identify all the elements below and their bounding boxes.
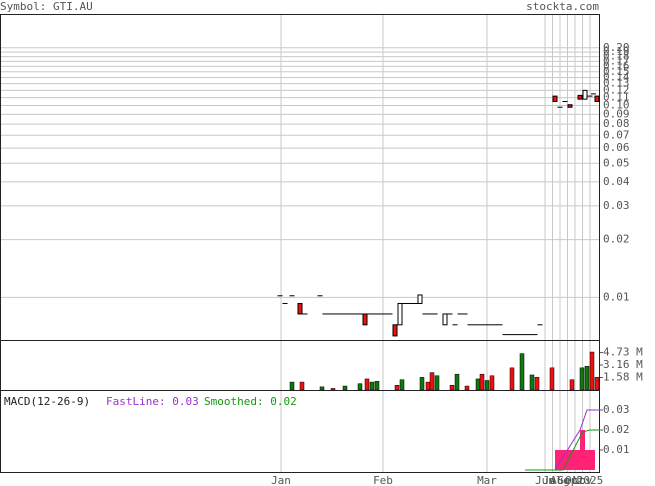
volume-bar [475, 378, 481, 391]
volume-bar [369, 381, 375, 391]
x-tick-label: 2025 [577, 474, 604, 486]
y-tick-label: 0.10 [603, 99, 630, 112]
candle [567, 104, 573, 108]
volume-bar [394, 385, 400, 391]
x-tick-label: Jun [535, 474, 555, 486]
y-tick-label: 0.07 [603, 128, 630, 141]
x-tick-label: Aug [550, 474, 570, 486]
y-tick-label: 1.58 M [603, 371, 643, 384]
y-tick-label: 0.02 [603, 423, 630, 436]
panel-frame [0, 14, 600, 341]
volume-bar [454, 373, 460, 391]
candle [417, 294, 423, 304]
candle [577, 94, 583, 100]
volume-bar [534, 377, 540, 391]
y-tick-label: 0.09 [603, 107, 630, 120]
y-tick-label: 0.14 [603, 71, 630, 84]
x-tick-label: Sep [558, 474, 578, 486]
candle [397, 302, 403, 326]
y-tick-label: 0.17 [603, 54, 630, 67]
histogram-bar [565, 450, 570, 470]
y-tick-label: 0.01 [603, 290, 630, 303]
histogram-bar [580, 430, 585, 470]
macd-line [525, 429, 600, 471]
volume-bar [419, 377, 425, 391]
histogram-bar [590, 450, 595, 470]
y-tick-label: 0.01 [603, 443, 630, 456]
x-tick-label: Jan [271, 474, 291, 486]
volume-bar [529, 374, 535, 391]
candle [362, 313, 368, 326]
candle [392, 324, 398, 337]
y-tick-label: 0.16 [603, 59, 630, 72]
volume-bar [342, 385, 348, 391]
histogram-bar [570, 450, 575, 470]
volume-bar [399, 379, 405, 391]
candle [297, 302, 303, 315]
y-tick-label: 0.02 [603, 233, 630, 246]
volume-bar [425, 381, 431, 391]
symbol: Symbol: GTI.AU [0, 0, 93, 13]
candle [552, 95, 558, 102]
volume-bar [589, 351, 595, 391]
y-tick-label: 0.05 [603, 156, 630, 169]
legend-entry: Smoothed: 0.02 [204, 395, 297, 408]
volume-bar [549, 367, 555, 391]
histogram-bar [575, 450, 580, 470]
histogram-bar [585, 450, 590, 470]
volume-bar [429, 372, 435, 391]
y-tick-label: 0.06 [603, 141, 630, 154]
volume-bar [330, 388, 336, 391]
volume-bar [519, 353, 525, 391]
x-tick-label: Feb [373, 474, 393, 486]
volume-bar [357, 383, 363, 391]
volume-bar [319, 386, 325, 391]
volume-bar [594, 377, 600, 391]
volume-bar [449, 385, 455, 391]
volume-bar [509, 367, 515, 391]
y-tick-label: 0.13 [603, 77, 630, 90]
volume-bar [289, 381, 295, 391]
y-tick-label: 0.15 [603, 65, 630, 78]
candle [582, 89, 588, 100]
volume-bar [434, 375, 440, 391]
histogram-bar [555, 450, 560, 470]
x-tick-label: Nov [573, 474, 593, 486]
volume-bar [479, 373, 485, 391]
volume-bar [464, 385, 470, 391]
histogram-bar [560, 450, 565, 470]
volume-bar [569, 379, 575, 391]
candle [594, 95, 600, 102]
x-tick-label: Jul [543, 474, 563, 486]
volume-bar [484, 380, 490, 391]
x-tick-label: Oct [565, 474, 585, 486]
y-tick-label: 0.03 [603, 403, 630, 416]
y-tick-label: 0.03 [603, 199, 630, 212]
y-tick-label: 0.11 [603, 91, 630, 104]
volume-bar [584, 366, 590, 391]
y-tick-label: 0.08 [603, 117, 630, 130]
y-tick-label: 0.20 [603, 41, 630, 54]
volume-bar [489, 375, 495, 391]
panel-frame [0, 390, 600, 473]
y-tick-label: 4.73 M [603, 346, 643, 359]
y-tick-label: 0.12 [603, 83, 630, 96]
candle [442, 313, 448, 326]
x-tick-label: Mar [477, 474, 497, 486]
y-tick-label: 0.19 [603, 45, 630, 58]
volume-bar [579, 367, 585, 391]
y-tick-label: 0.18 [603, 50, 630, 63]
legend-entry: FastLine: 0.03 [106, 395, 199, 408]
volume-bar [374, 381, 380, 391]
volume-bar [299, 381, 305, 391]
y-tick-label: 3.16 M [603, 358, 643, 371]
macd-title: MACD(12-26-9) [4, 395, 90, 408]
y-tick-label: 0.04 [603, 175, 630, 188]
site: stockta.com [526, 0, 599, 13]
volume-bar [364, 378, 370, 391]
